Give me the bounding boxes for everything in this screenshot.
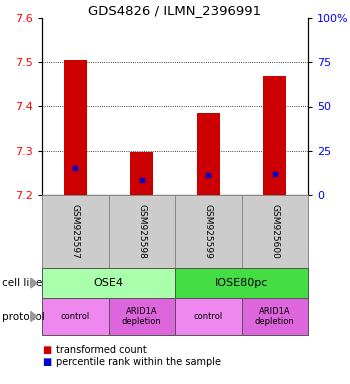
Text: GSM925599: GSM925599 [204,204,213,259]
Text: control: control [194,312,223,321]
Text: OSE4: OSE4 [93,278,124,288]
Text: ARID1A
depletion: ARID1A depletion [122,307,162,326]
Bar [263,76,286,195]
Text: IOSE80pc: IOSE80pc [215,278,268,288]
Text: transformed count: transformed count [56,345,147,355]
Title: GDS4826 / ILMN_2396991: GDS4826 / ILMN_2396991 [89,4,261,17]
Text: ARID1A
depletion: ARID1A depletion [255,307,295,326]
Text: GSM925600: GSM925600 [270,204,279,259]
Text: cell line: cell line [2,278,42,288]
Text: GSM925597: GSM925597 [71,204,80,259]
Text: GSM925598: GSM925598 [137,204,146,259]
Bar [130,152,153,195]
Text: protocol: protocol [2,311,44,321]
Text: percentile rank within the sample: percentile rank within the sample [56,357,221,367]
Bar [64,60,87,195]
Text: ■: ■ [42,345,51,355]
Text: ■: ■ [42,357,51,367]
Text: control: control [61,312,90,321]
Bar [197,113,220,195]
